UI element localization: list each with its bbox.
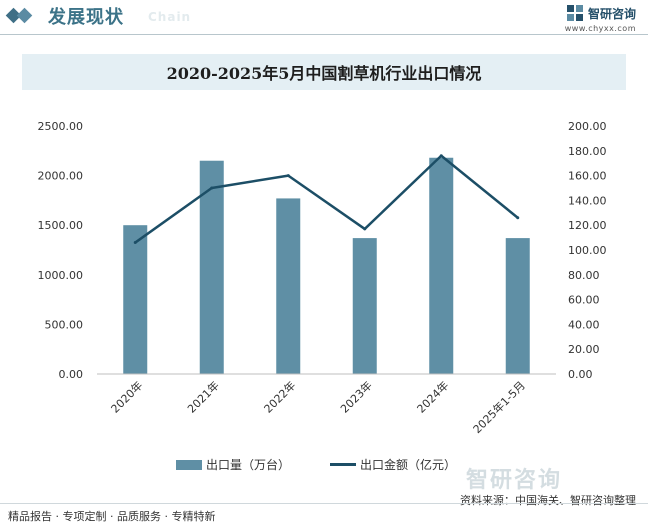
legend-bar-swatch <box>176 459 202 470</box>
line-point <box>210 186 214 190</box>
y-right-tick-label: 0.00 <box>568 368 593 381</box>
section-title: 发展现状 <box>48 7 124 28</box>
y-right-tick-label: 100.00 <box>568 244 607 257</box>
y-left-tick-label: 1000.00 <box>38 269 84 282</box>
series-line <box>134 154 519 244</box>
y-right-tick-label: 40.00 <box>568 318 600 331</box>
y-left-tick-label: 0.00 <box>59 368 84 381</box>
x-tick-label: 2021年 <box>184 378 221 415</box>
footer-divider <box>0 503 648 504</box>
x-tick-label: 2020年 <box>108 378 145 415</box>
y-right-tick-label: 200.00 <box>568 120 607 133</box>
y-right-tick-label: 180.00 <box>568 145 607 158</box>
y-right-tick-label: 120.00 <box>568 219 607 232</box>
x-tick-label: 2023年 <box>337 378 374 415</box>
brand-url: www.chyxx.com <box>564 24 636 33</box>
brand: 智研咨询 <box>566 4 636 22</box>
y-left-tick-label: 2500.00 <box>38 120 84 133</box>
line-point <box>286 174 290 178</box>
y-right-tick-label: 140.00 <box>568 194 607 207</box>
y-left-tick-label: 2000.00 <box>38 170 84 183</box>
legend: 出口量（万台） 出口金额（亿元） <box>0 456 648 476</box>
legend-line-label: 出口金额（亿元） <box>360 458 457 472</box>
section-subtitle: Chain <box>148 10 192 24</box>
y-right-tick-label: 160.00 <box>568 170 607 183</box>
y-right-tick-label: 20.00 <box>568 343 600 356</box>
legend-item-line: 出口金额（亿元） <box>330 456 456 473</box>
y-right-tick-label: 80.00 <box>568 269 600 282</box>
bar <box>199 160 224 374</box>
line-point <box>363 227 367 231</box>
line-point <box>133 241 137 245</box>
legend-line-swatch <box>330 463 356 466</box>
legend-bar-label: 出口量（万台） <box>206 458 291 472</box>
line-point <box>516 216 520 220</box>
legend-item-bar: 出口量（万台） <box>176 456 290 473</box>
bar <box>123 225 148 374</box>
header: 发展现状 Chain 智研咨询 www.chyxx.com <box>0 0 648 42</box>
chart-title-band: 2020-2025年5月中国割草机行业出口情况 <box>22 54 626 90</box>
x-tick-label: 2024年 <box>414 378 451 415</box>
y-left-tick-label: 500.00 <box>45 318 84 331</box>
bar <box>276 198 301 374</box>
bar <box>429 157 454 374</box>
source-note: 资料来源：中国海关、智研咨询整理 <box>460 494 636 507</box>
watermark-logo: 智研咨询 <box>466 468 563 493</box>
header-divider <box>0 34 648 35</box>
brand-logo-icon <box>566 5 583 21</box>
line-point <box>439 154 443 158</box>
x-tick-label: 2022年 <box>261 378 298 415</box>
chart: 0.00 500.00 1000.00 1500.00 2000.00 2500.00 0.… <box>38 120 607 436</box>
y-left-tick-label: 1500.00 <box>38 219 84 232</box>
bar <box>505 238 530 374</box>
chart-title: 2020-2025年5月中国割草机行业出口情况 <box>166 64 482 83</box>
bar <box>352 238 377 374</box>
footer-slogan: 精品报告 · 专项定制 · 品质服务 · 专精特新 <box>8 510 216 523</box>
x-tick-label: 2025年1-5月 <box>470 378 528 436</box>
brand-name: 智研咨询 <box>587 6 636 21</box>
y-right-tick-label: 60.00 <box>568 294 600 307</box>
